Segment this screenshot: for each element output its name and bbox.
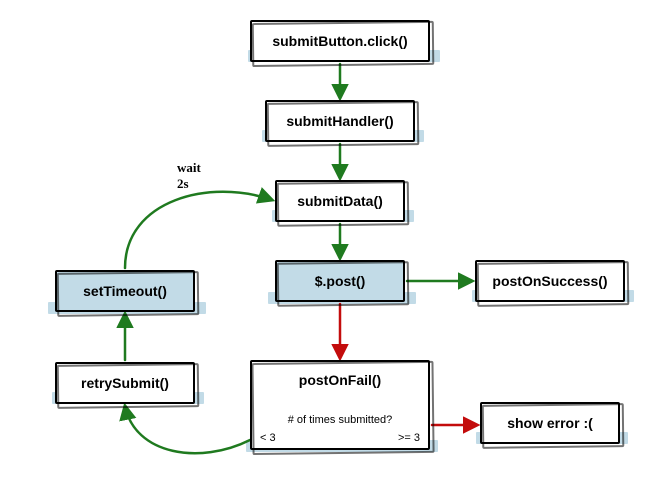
postonfail-question: # of times submitted?	[252, 414, 428, 426]
node-label: submitData()	[297, 193, 383, 209]
node-label: submitHandler()	[286, 113, 393, 129]
node-label: show error :(	[507, 415, 593, 431]
node-submit-button-click: submitButton.click()	[250, 20, 430, 62]
node-show-error: show error :(	[480, 402, 620, 444]
node-label: postOnSuccess()	[492, 273, 607, 289]
node-submit-handler: submitHandler()	[265, 100, 415, 142]
node-label: setTimeout()	[83, 283, 167, 299]
postonfail-lt: < 3	[260, 432, 276, 444]
node-submit-data: submitData()	[275, 180, 405, 222]
postonfail-gte: >= 3	[398, 432, 420, 444]
node-label: postOnFail()	[252, 372, 428, 388]
node-retry-submit: retrySubmit()	[55, 362, 195, 404]
edge-label-wait-2s: wait 2s	[177, 160, 201, 192]
node-post-on-success: postOnSuccess()	[475, 260, 625, 302]
node-set-timeout: setTimeout()	[55, 270, 195, 312]
node-label: submitButton.click()	[272, 33, 407, 49]
node-label: $.post()	[315, 273, 366, 289]
node-post: $.post()	[275, 260, 405, 302]
node-post-on-fail: postOnFail() # of times submitted? < 3 >…	[250, 360, 430, 450]
node-label: retrySubmit()	[81, 375, 169, 391]
